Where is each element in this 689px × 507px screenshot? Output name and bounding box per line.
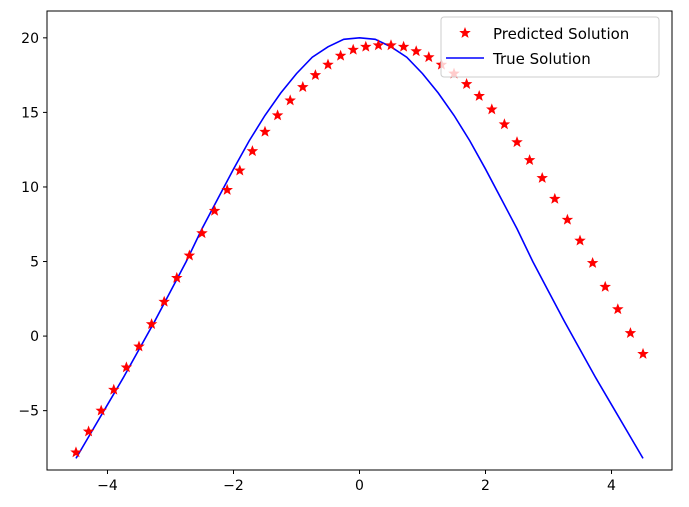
predicted-point xyxy=(145,318,158,330)
x-tick-label: 2 xyxy=(481,478,490,494)
y-tick-label: 0 xyxy=(30,329,39,345)
predicted-point xyxy=(82,425,95,437)
plot-area xyxy=(70,37,649,459)
predicted-point xyxy=(133,340,145,352)
x-tick-label: −4 xyxy=(97,478,118,494)
axis-ticks: −4 −2 0 2 4 −5 0 5 10 15 20 xyxy=(18,31,616,494)
legend-box xyxy=(440,16,660,78)
predicted-point xyxy=(234,164,246,176)
predicted-point xyxy=(536,171,548,183)
y-tick-label: 15 xyxy=(21,105,39,121)
legend-label-predicted: Predicted Solution xyxy=(493,25,629,43)
predicted-point xyxy=(612,303,624,315)
predicted-point xyxy=(549,192,561,204)
predicted-point xyxy=(196,227,208,239)
predicted-point xyxy=(221,183,233,195)
predicted-point xyxy=(347,43,359,55)
x-tick-label: −2 xyxy=(223,478,244,494)
legend-label-true: True Solution xyxy=(492,50,591,68)
true-solution-line xyxy=(75,37,644,459)
predicted-point xyxy=(574,234,586,246)
predicted-point xyxy=(486,103,498,115)
predicted-point xyxy=(523,154,536,166)
predicted-point xyxy=(498,118,511,130)
y-tick-label: 5 xyxy=(30,255,39,271)
y-tick-label: −5 xyxy=(18,404,39,420)
x-tick-label: 4 xyxy=(607,478,616,494)
legend-star-icon xyxy=(459,26,471,38)
predicted-point xyxy=(624,327,637,338)
x-tick-label: 0 xyxy=(355,478,364,494)
predicted-point xyxy=(271,109,284,121)
predicted-point xyxy=(511,136,523,148)
predicted-point xyxy=(108,383,120,395)
predicted-point xyxy=(158,295,170,307)
predicted-point xyxy=(397,40,410,52)
predicted-point xyxy=(385,39,397,51)
y-tick-label: 10 xyxy=(21,180,39,196)
predicted-point xyxy=(637,347,649,359)
predicted-point xyxy=(171,271,183,283)
predicted-point xyxy=(561,213,574,225)
y-tick-label: 20 xyxy=(21,31,39,47)
predicted-point xyxy=(372,39,385,51)
predicted-point xyxy=(410,45,422,57)
predicted-point xyxy=(183,249,196,261)
predicted-point xyxy=(284,94,296,106)
predicted-point xyxy=(120,361,133,373)
predicted-point xyxy=(70,446,82,458)
predicted-point xyxy=(246,145,259,157)
predicted-point xyxy=(297,81,309,92)
predicted-point xyxy=(95,404,107,416)
legend: Predicted Solution True Solution xyxy=(440,16,660,78)
predicted-point xyxy=(360,40,372,52)
predicted-point xyxy=(334,49,347,61)
predicted-point xyxy=(309,69,322,81)
predicted-point xyxy=(322,58,334,70)
predicted-point xyxy=(208,204,221,216)
predicted-point xyxy=(586,256,599,268)
predicted-point xyxy=(460,78,473,89)
predicted-point xyxy=(473,89,485,101)
legend-marker-predicted xyxy=(459,26,471,38)
predicted-point xyxy=(423,51,435,63)
predicted-point xyxy=(599,280,611,292)
predicted-point xyxy=(259,125,271,137)
